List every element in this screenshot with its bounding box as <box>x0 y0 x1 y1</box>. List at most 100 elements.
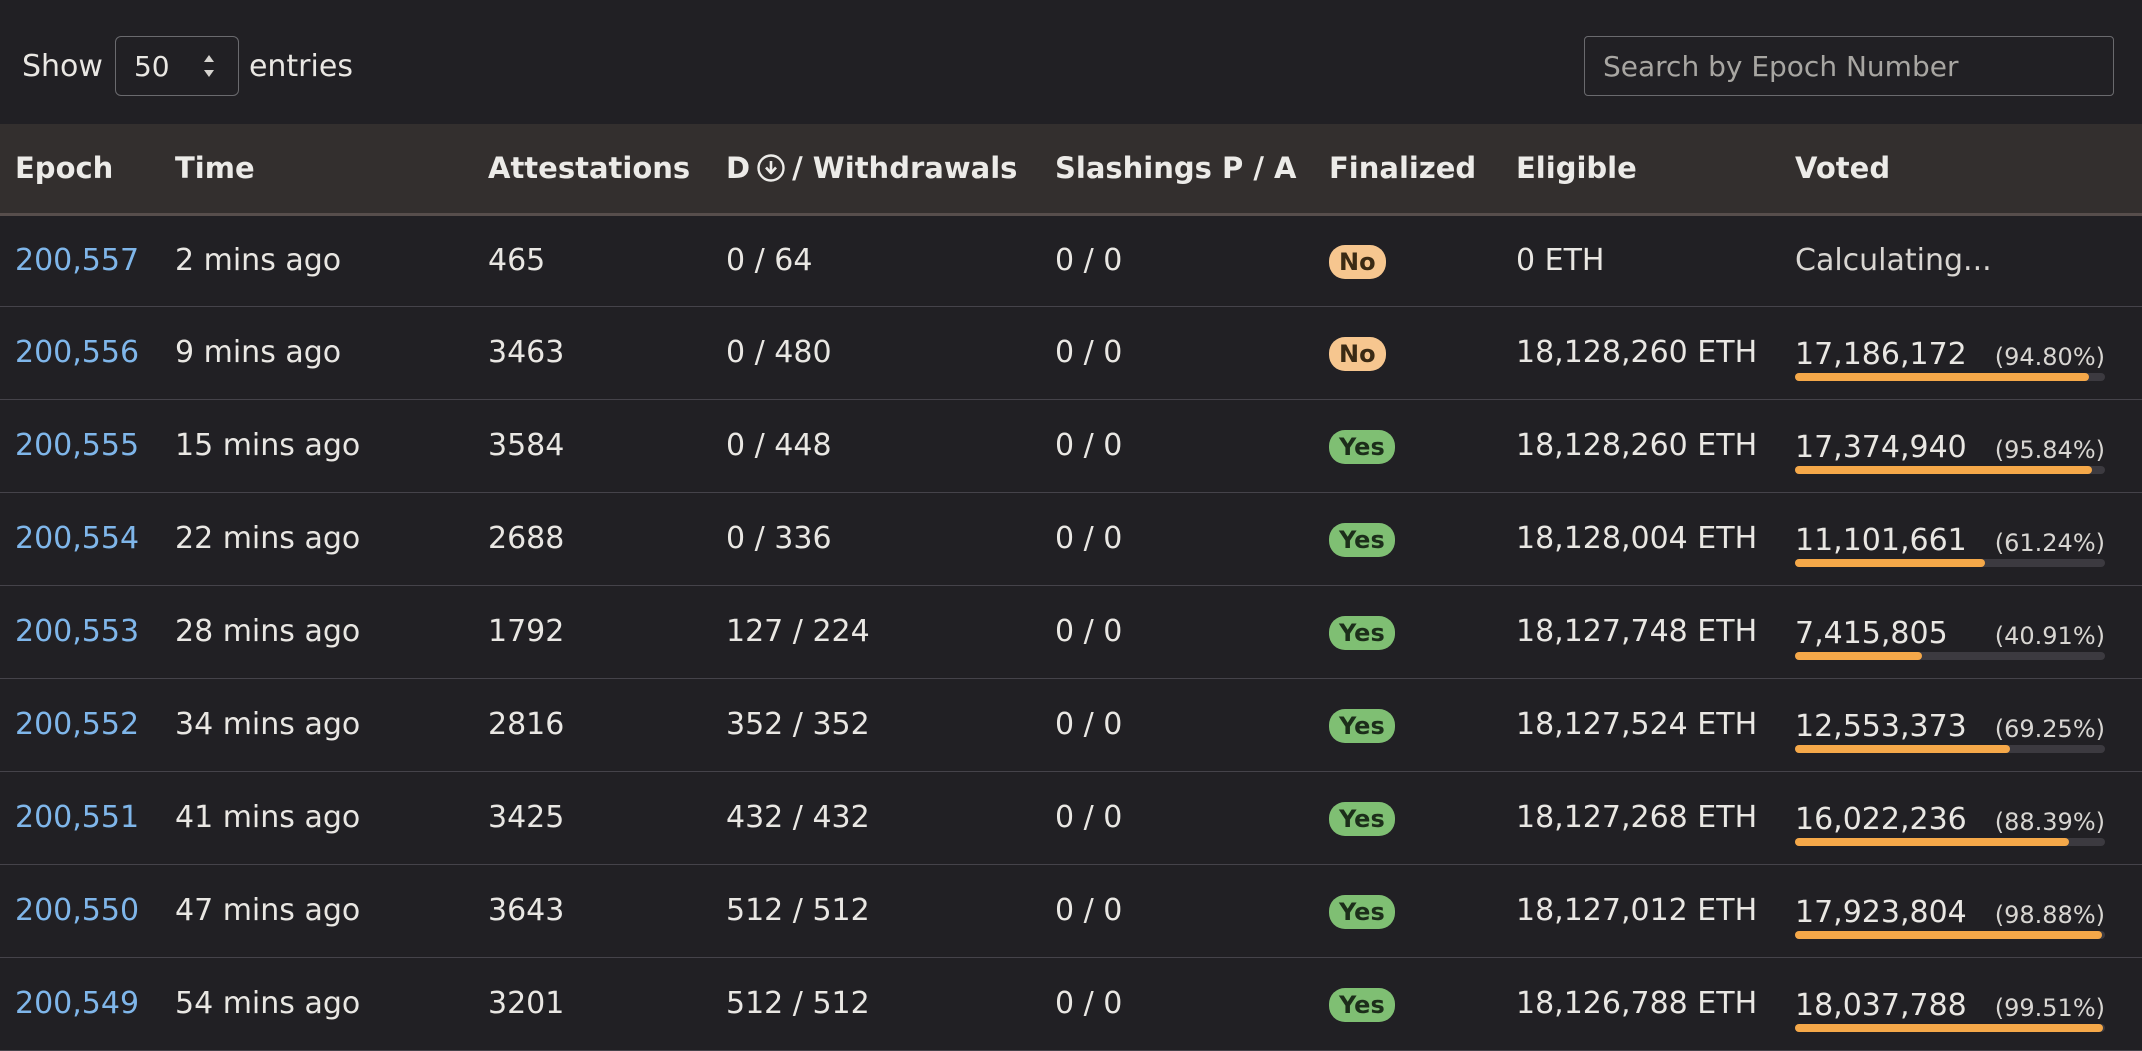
entries-label: entries <box>248 48 353 84</box>
voted-percent: (98.88%) <box>1994 900 2105 929</box>
voted-progress-track <box>1795 837 2105 846</box>
eligible-cell: 18,127,524 ETH <box>1516 707 1758 742</box>
attestations-cell: 2816 <box>488 707 565 742</box>
epoch-link[interactable]: 200,550 <box>15 893 140 928</box>
table-row: 200,554 22 mins ago 2688 0 / 336 0 / 0 Yes 18,… <box>0 492 2142 585</box>
deposits-withdrawals-cell: 0 / 480 <box>726 335 832 370</box>
deposits-withdrawals-cell: 0 / 336 <box>726 521 832 556</box>
table-row: 200,549 54 mins ago 3201 512 / 512 0 / 0 Yes 1… <box>0 957 2142 1050</box>
finalized-badge: Yes <box>1329 429 1395 464</box>
voted-progress-track <box>1795 1023 2105 1032</box>
eligible-cell: 18,128,260 ETH <box>1516 335 1758 370</box>
voted-progress-track <box>1795 651 2105 660</box>
col-header-time[interactable]: Time <box>175 124 488 216</box>
epochs-table: Epoch Time Attestations D / Withdrawals … <box>0 124 2142 1051</box>
voted-amount: 17,923,804 <box>1795 894 1967 930</box>
finalized-badge: Yes <box>1329 615 1395 650</box>
attestations-cell: 1792 <box>488 614 565 649</box>
epoch-link[interactable]: 200,551 <box>15 800 140 835</box>
voted-amount: 18,037,788 <box>1795 987 1967 1023</box>
voted-progress-fill <box>1795 930 2102 939</box>
deposits-withdrawals-cell: 512 / 512 <box>726 893 870 928</box>
finalized-badge: Yes <box>1329 987 1395 1022</box>
col-header-epoch[interactable]: Epoch <box>0 124 175 216</box>
table-row: 200,556 9 mins ago 3463 0 / 480 0 / 0 No 18,12… <box>0 306 2142 399</box>
attestations-cell: 3425 <box>488 800 565 835</box>
deposits-withdrawals-cell: 512 / 512 <box>726 986 870 1021</box>
epoch-link[interactable]: 200,549 <box>15 986 140 1021</box>
finalized-badge: Yes <box>1329 708 1395 743</box>
voted-progress-track <box>1795 465 2105 474</box>
epoch-link[interactable]: 200,552 <box>15 707 140 742</box>
table-row: 200,553 28 mins ago 1792 127 / 224 0 / 0 Yes 1… <box>0 585 2142 678</box>
voted-percent: (69.25%) <box>1994 714 2105 743</box>
voted-percent: (40.91%) <box>1994 621 2105 650</box>
deposits-withdrawals-cell: 432 / 432 <box>726 800 870 835</box>
attestations-cell: 3643 <box>488 893 565 928</box>
deposits-withdrawals-cell: 0 / 64 <box>726 243 813 278</box>
time-cell: 9 mins ago <box>175 335 342 370</box>
epoch-search-input[interactable] <box>1584 36 2114 96</box>
voted-amount: 17,186,172 <box>1795 336 1967 372</box>
time-cell: 34 mins ago <box>175 707 361 742</box>
table-row: 200,557 2 mins ago 465 0 / 64 0 / 0 No 0 ETH Ca… <box>0 214 2142 306</box>
voted-percent: (88.39%) <box>1994 807 2105 836</box>
voted-percent: (95.84%) <box>1994 435 2105 464</box>
table-row: 200,551 41 mins ago 3425 432 / 432 0 / 0 Yes 1… <box>0 771 2142 864</box>
col-header-voted[interactable]: Voted <box>1795 124 2142 216</box>
show-label: Show <box>22 48 103 84</box>
table-row: 200,552 34 mins ago 2816 352 / 352 0 / 0 Yes 1… <box>0 678 2142 771</box>
voted-amount: 16,022,236 <box>1795 801 1967 837</box>
table-row: 200,550 47 mins ago 3643 512 / 512 0 / 0 Yes 1… <box>0 864 2142 957</box>
finalized-badge: No <box>1329 244 1386 279</box>
epoch-link[interactable]: 200,553 <box>15 614 140 649</box>
epoch-link[interactable]: 200,557 <box>15 243 140 278</box>
col-header-deposits-withdrawals[interactable]: D / Withdrawals <box>726 124 1055 216</box>
epoch-link[interactable]: 200,554 <box>15 521 140 556</box>
entries-length-control: Show 50 entries <box>22 36 353 96</box>
voted-cell: 11,101,661 (61.24%) <box>1795 493 2105 585</box>
withdrawals-label: / Withdrawals <box>792 151 1018 186</box>
slashings-cell: 0 / 0 <box>1055 800 1123 835</box>
voted-progress-fill <box>1795 1023 2104 1032</box>
attestations-cell: 3463 <box>488 335 565 370</box>
eligible-cell: 18,127,748 ETH <box>1516 614 1758 649</box>
slashings-cell: 0 / 0 <box>1055 335 1123 370</box>
slashings-cell: 0 / 0 <box>1055 243 1123 278</box>
voted-cell: 16,022,236 (88.39%) <box>1795 772 2105 864</box>
eligible-cell: 18,128,260 ETH <box>1516 428 1758 463</box>
finalized-badge: Yes <box>1329 522 1395 557</box>
time-cell: 2 mins ago <box>175 243 342 278</box>
voted-cell: 17,374,940 (95.84%) <box>1795 400 2105 492</box>
col-header-finalized[interactable]: Finalized <box>1329 124 1516 216</box>
voted-progress-track <box>1795 930 2105 939</box>
deposits-withdrawals-cell: 0 / 448 <box>726 428 832 463</box>
table-row: 200,555 15 mins ago 3584 0 / 448 0 / 0 Yes 18,… <box>0 399 2142 492</box>
col-header-eligible[interactable]: Eligible <box>1516 124 1795 216</box>
col-header-attestations[interactable]: Attestations <box>488 124 726 216</box>
table-controls: Show 50 entries <box>0 0 2142 124</box>
voted-amount: 7,415,805 <box>1795 615 1948 651</box>
voted-cell: 17,186,172 (94.80%) <box>1795 307 2105 399</box>
voted-cell: 17,923,804 (98.88%) <box>1795 865 2105 957</box>
deposits-label: D <box>726 151 751 186</box>
epoch-link[interactable]: 200,555 <box>15 428 140 463</box>
voted-percent: (94.80%) <box>1994 342 2105 371</box>
epoch-link[interactable]: 200,556 <box>15 335 140 370</box>
entries-select-value: 50 <box>133 49 170 83</box>
slashings-cell: 0 / 0 <box>1055 707 1123 742</box>
voted-progress-track <box>1795 744 2105 753</box>
time-cell: 22 mins ago <box>175 521 361 556</box>
entries-select[interactable]: 50 <box>114 36 239 96</box>
voted-cell: 12,553,373 (69.25%) <box>1795 679 2105 771</box>
col-header-slashings[interactable]: Slashings P / A <box>1055 124 1329 216</box>
voted-amount: 12,553,373 <box>1795 708 1967 744</box>
slashings-cell: 0 / 0 <box>1055 428 1123 463</box>
deposits-withdrawals-cell: 352 / 352 <box>726 707 870 742</box>
voted-progress-fill <box>1795 651 1922 660</box>
attestations-cell: 3584 <box>488 428 565 463</box>
table-header-row: Epoch Time Attestations D / Withdrawals … <box>0 124 2142 216</box>
time-cell: 41 mins ago <box>175 800 361 835</box>
voted-progress-track <box>1795 558 2105 567</box>
voted-cell: 7,415,805 (40.91%) <box>1795 586 2105 678</box>
